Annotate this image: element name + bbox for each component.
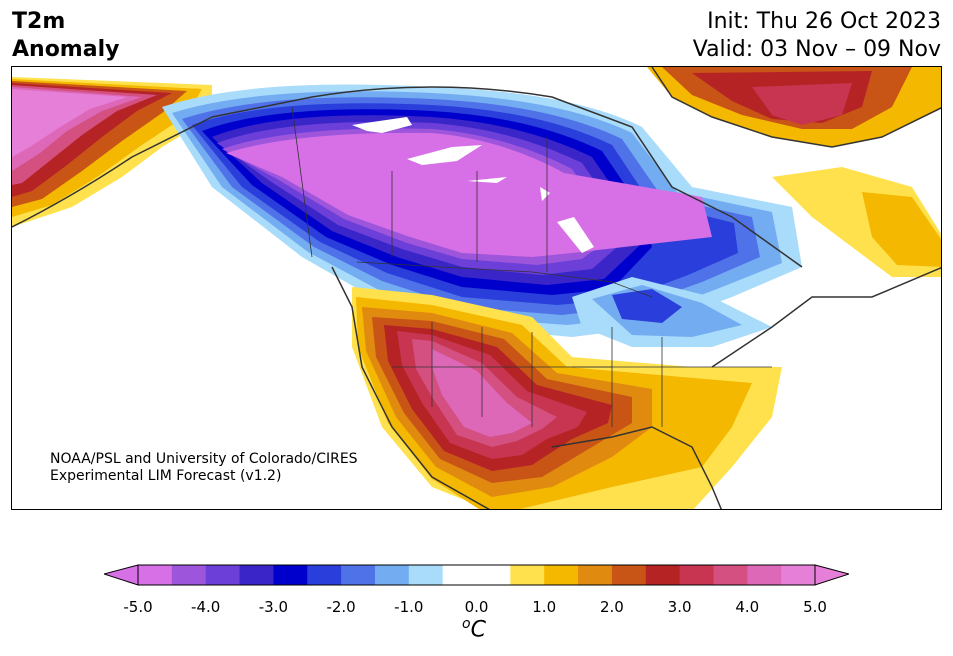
colorbar-tick-label: 1.0 <box>532 598 557 616</box>
colorbar-swatch <box>307 565 342 585</box>
great-lakes-cold-anomaly <box>572 277 772 347</box>
colorbar-tick-label: 2.0 <box>599 598 624 616</box>
colorbar-extend-low <box>102 564 139 586</box>
greenland-warm-anomaly <box>647 67 941 147</box>
title-variable: T2m <box>12 9 66 34</box>
colorbar-tick-label: -2.0 <box>326 598 356 616</box>
colorbar-tick-label: -4.0 <box>191 598 221 616</box>
colorbar-tick-label: -3.0 <box>258 598 289 616</box>
colorbar-swatch <box>273 565 308 585</box>
alaska-warm-anomaly <box>12 77 212 227</box>
colorbar-extend-high <box>814 564 851 586</box>
colorbar-svg <box>102 564 851 586</box>
colorbar-swatch <box>578 565 613 585</box>
colorbar-swatch <box>747 565 782 585</box>
credit-line-1: NOAA/PSL and University of Colorado/CIRE… <box>50 451 358 467</box>
init-date: Init: Thu 26 Oct 2023 <box>707 9 941 34</box>
colorbar-tick-label: 4.0 <box>735 598 760 616</box>
colorbar-swatch <box>205 565 241 585</box>
colorbar-swatch <box>645 565 681 585</box>
map-title: T2m Anomaly <box>12 8 119 64</box>
forecast-dates: Init: Thu 26 Oct 2023 Valid: 03 Nov – 09… <box>693 8 941 64</box>
unit-label: oC <box>462 616 486 642</box>
colorbar <box>102 563 851 597</box>
colorbar-swatch <box>239 565 274 585</box>
title-kind: Anomaly <box>12 37 120 62</box>
colorbar-swatch <box>781 565 816 585</box>
unit-letter: C <box>470 617 486 643</box>
colorbar-swatch <box>138 565 173 585</box>
colorbar-swatch <box>611 565 647 585</box>
canada-cold-anomaly <box>162 84 802 337</box>
colorbar-swatch <box>544 565 579 585</box>
valid-dates: Valid: 03 Nov – 09 Nov <box>692 37 941 62</box>
colorbar-swatch <box>510 565 545 585</box>
colorbar-tick-label: 0.0 <box>464 598 489 616</box>
colorbar-tick-label: -1.0 <box>394 598 424 616</box>
colorbar-tick-label: 5.0 <box>803 598 827 616</box>
map-canvas <box>12 67 941 509</box>
colorbar-swatch <box>408 565 444 585</box>
us-warm-anomaly <box>352 287 782 509</box>
colorbar-swatch <box>341 565 376 585</box>
anomaly-map: NOAA/PSL and University of Colorado/CIRE… <box>11 66 942 510</box>
coastlines <box>12 67 941 509</box>
credit-text: NOAA/PSL and University of Colorado/CIRE… <box>50 451 358 485</box>
colorbar-swatch <box>374 565 410 585</box>
colorbar-tick-label: -5.0 <box>123 598 153 616</box>
colorbar-swatch <box>476 565 511 585</box>
colorbar-tick-label: 3.0 <box>667 598 692 616</box>
colorbar-swatch <box>442 565 477 585</box>
colorbar-swatch <box>171 565 207 585</box>
credit-line-2: Experimental LIM Forecast (v1.2) <box>50 468 282 484</box>
unit-degree-symbol: o <box>462 616 471 632</box>
colorbar-swatch <box>713 565 748 585</box>
labrador-warm-anomaly <box>772 167 941 277</box>
colorbar-swatch <box>679 565 714 585</box>
lakes <box>352 117 594 253</box>
political-borders <box>291 106 772 427</box>
